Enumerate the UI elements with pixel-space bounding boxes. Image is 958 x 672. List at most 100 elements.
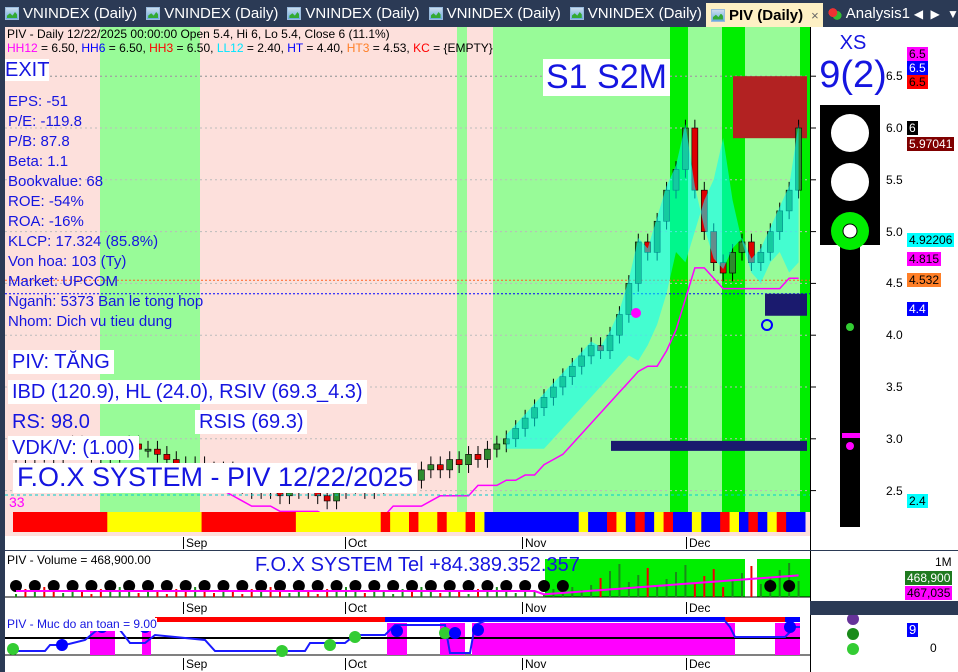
volume-bar [580, 590, 583, 597]
red-light-icon [831, 114, 869, 152]
signal-strip-cell [616, 512, 627, 532]
fundamental-item: Nhom: Dich vu tieu dung [8, 313, 173, 330]
volume-bar [382, 591, 385, 597]
count-label: 33 [9, 494, 25, 510]
system-title: F.O.X SYSTEM - PIV 12/22/2025 [13, 462, 418, 493]
signal-strip-cell [795, 512, 806, 532]
trend-status: PIV: TĂNG [8, 350, 114, 374]
volume-bar [543, 594, 545, 597]
volume-bar [618, 564, 621, 597]
volume-dot [198, 580, 211, 592]
month-label: Nov [522, 602, 546, 614]
candle [455, 459, 463, 465]
volume-bar [24, 589, 27, 597]
fundamental-item: Von hoa: 103 (Ty) [8, 253, 127, 270]
signal-strip-cell [550, 512, 561, 532]
close-tab-icon[interactable]: × [811, 7, 819, 23]
signal-strip-cell [277, 512, 287, 532]
safety-strip [385, 617, 475, 622]
candle [418, 469, 425, 481]
tab-5[interactable]: PIV (Daily) × [705, 2, 823, 27]
signal-strip-cell [701, 512, 712, 532]
axis-line [810, 551, 811, 601]
volume-bar [203, 590, 206, 597]
signal-strip-cell [361, 512, 372, 532]
volume-bar [486, 592, 489, 597]
safety-dot [847, 643, 859, 655]
chart-icon [146, 7, 161, 20]
signal-strip-cell [220, 512, 231, 532]
month-label: Sep [183, 537, 207, 549]
tab-nav-arrows[interactable]: ◀ ▶ ▼ [913, 6, 958, 21]
volume-pane[interactable]: PIV - Volume = 468,900.00 F.O.X SYSTEM T… [5, 551, 958, 601]
level-name: HH3 [149, 41, 174, 55]
tab-0[interactable]: VNINDEX (Daily) [0, 2, 141, 26]
candle [484, 448, 491, 460]
ibd-status: IBD (120.9), HL (24.0), RSIV (69.3_4.3) [8, 380, 367, 404]
magenta-dot [631, 308, 641, 318]
signal-strip-cell [597, 512, 608, 532]
tab-3[interactable]: VNINDEX (Daily) [424, 2, 565, 26]
safety-dot [276, 645, 288, 657]
signal-strip-cell [343, 512, 353, 532]
volume-banner: F.O.X SYSTEM Tel +84.389.352.357 [255, 554, 580, 576]
fundamental-item: Market: UPCOM [8, 273, 119, 290]
volume-bar [222, 588, 225, 597]
volume-bar [703, 576, 706, 597]
level-value: = 6.50, [105, 41, 150, 55]
candle [446, 459, 454, 471]
tab-label: VNINDEX (Daily) [305, 5, 420, 22]
axis-line [810, 615, 811, 672]
yellow-light-icon [831, 163, 869, 201]
signal-label: S1 S2M [543, 58, 670, 97]
signal-strip-cell [710, 512, 721, 532]
signal-strip-cell [541, 512, 551, 532]
price-tick: 2.5 [886, 483, 903, 498]
volume-bar [316, 594, 319, 597]
candle [154, 448, 161, 455]
month-label: Sep [183, 602, 207, 614]
candle [427, 464, 435, 471]
signal-strip-cell [739, 512, 749, 532]
tab-6[interactable]: Analysis1 [823, 2, 914, 26]
volume-bar [241, 594, 244, 597]
volume-bar [279, 590, 281, 597]
volume-bar [458, 591, 461, 597]
volume-bar [759, 584, 762, 597]
tab-2[interactable]: VNINDEX (Daily) [282, 2, 423, 26]
signal-strip-cell [173, 512, 184, 532]
price-tick: 6.5 [886, 69, 903, 84]
fundamental-item: Bookvalue: 68 [8, 173, 104, 190]
volume-bar [646, 568, 649, 597]
volume-bar [684, 565, 687, 597]
signal-strip-cell [748, 512, 759, 532]
level-value: = 6.50, [173, 41, 217, 55]
signal-strip-cell [418, 512, 429, 532]
volume-dot [47, 580, 60, 592]
volume-dot [104, 580, 117, 592]
signal-strip-cell [559, 512, 570, 532]
price-chart-pane[interactable]: PIV - Daily 12/22/2025 00:00:00 Open 5.4… [5, 27, 958, 550]
volume-dot [481, 580, 494, 592]
resistance-zone [733, 76, 807, 139]
level-value: = {EMPTY} [429, 41, 493, 55]
signal-strip-cell [286, 512, 297, 532]
price-tick: 5.0 [886, 224, 903, 239]
volume-bar [741, 573, 743, 597]
price-marker: 6.5 [907, 75, 928, 90]
signal-strip-cell [531, 512, 542, 532]
tab-4[interactable]: VNINDEX (Daily) [565, 2, 706, 26]
signal-strip-cell [380, 512, 391, 532]
tab-1[interactable]: VNINDEX (Daily) [141, 2, 282, 26]
signal-strip-cell [69, 512, 80, 532]
volume-bar [656, 586, 659, 597]
volume-bar [797, 581, 800, 597]
candle [474, 454, 482, 460]
vdk-status: VDK/V: (1.00) [8, 436, 139, 460]
volume-dot [368, 580, 381, 592]
volume-dot [28, 580, 41, 592]
volume-bar [627, 582, 630, 597]
signal-strip-cell [333, 512, 344, 532]
safety-strip [475, 617, 725, 622]
candle [323, 495, 331, 502]
